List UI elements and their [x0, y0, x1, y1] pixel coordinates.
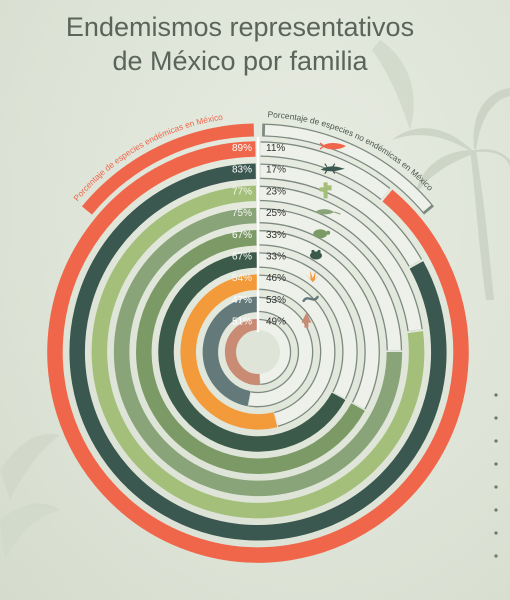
endemic-label: 77% [232, 186, 252, 197]
palm-tree-decoration [392, 88, 510, 300]
non-endemic-label: 46% [266, 273, 286, 284]
background-decoration [0, 40, 510, 560]
endemic-arc [113, 207, 403, 497]
endemic-label: 54% [232, 273, 252, 284]
endemic-label: 51% [232, 317, 252, 328]
non-endemic-arc-fill [259, 231, 379, 409]
fern-decoration [0, 40, 414, 560]
endemic-arc [47, 141, 469, 563]
endemic-arc [69, 163, 447, 541]
endemic-arc [180, 274, 278, 430]
endemic-arc [91, 185, 425, 519]
non-endemic-label: 17% [266, 165, 286, 176]
title-line-1: Endemismos representativos [65, 12, 415, 42]
non-endemic-label: 11% [266, 143, 285, 154]
non-endemic-label: 49% [266, 317, 286, 328]
non-endemic-label: 33% [266, 252, 286, 263]
edge-dot [494, 462, 498, 466]
non-endemic-label: 53% [266, 295, 286, 306]
non-endemic-arc-fill [260, 164, 421, 267]
endemic-arc [158, 252, 346, 452]
non-endemic-arc-fill [259, 209, 401, 351]
non-endemic-label: 25% [266, 208, 286, 219]
center-hub [236, 330, 280, 374]
icons-group [301, 142, 346, 328]
iguana-icon [314, 209, 341, 215]
edge-dot [494, 508, 498, 512]
non-endemic-arc-fill [257, 320, 290, 384]
edge-dot [494, 554, 498, 558]
endemic-label: 83% [232, 165, 252, 176]
edge-dot [494, 393, 498, 397]
frog-icon [310, 249, 322, 260]
endemic-arc [136, 230, 365, 474]
non-endemic-label: 33% [266, 230, 286, 241]
non-endemic-arc-fill [259, 186, 422, 332]
endemic-label: 67% [232, 252, 252, 263]
turtle-icon [313, 229, 331, 239]
cactus-icon [319, 182, 332, 199]
non-endemic-arc-fill [260, 142, 390, 200]
lizard-icon [320, 163, 345, 175]
endemic-arc [202, 296, 258, 407]
legend-endemic-arc [81, 123, 254, 215]
endemic-label: 89% [232, 143, 252, 154]
endemic-label: 67% [232, 230, 252, 241]
edge-dot [494, 531, 498, 535]
axolotl-icon [319, 142, 346, 150]
legend-non-endemic-arc [264, 124, 432, 212]
non-endemic-arc-fill [248, 297, 312, 406]
endemic-label: 47% [232, 295, 252, 306]
chart-title: Endemismos representativos de México por… [0, 10, 480, 78]
edge-dot [494, 439, 498, 443]
labels-group: 89% 11% 83% 17% 77% 23% 75% 25% 67% 33% 67% 33% 54% 4… [232, 143, 286, 328]
endemic-label: 75% [232, 208, 252, 219]
agave-icon [305, 270, 320, 283]
title-line-2: de México por familia [112, 46, 368, 76]
snake-icon [302, 295, 319, 303]
pine-icon [301, 312, 312, 328]
edge-dot [494, 485, 498, 489]
non-endemic-arc-fill [258, 253, 357, 399]
endemic-arc [224, 318, 261, 386]
non-endemic-arc-fill [258, 275, 335, 426]
non-endemic-label: 23% [266, 186, 286, 197]
edge-dot [494, 416, 498, 420]
rings-group [47, 137, 469, 563]
